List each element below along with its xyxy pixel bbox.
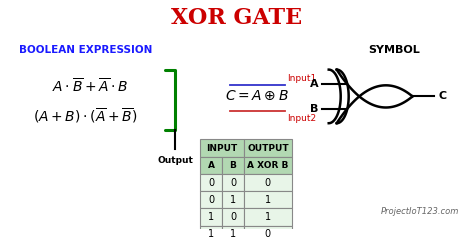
Bar: [244, 157, 292, 174]
Text: 1: 1: [208, 212, 214, 222]
Text: Input2: Input2: [287, 114, 316, 123]
Bar: [200, 191, 222, 208]
Text: 1: 1: [265, 212, 271, 222]
Text: $C = A\oplus B$: $C = A\oplus B$: [225, 89, 289, 103]
Bar: [222, 208, 244, 226]
Bar: [222, 157, 244, 174]
Text: B: B: [229, 161, 237, 170]
Text: 1: 1: [208, 229, 214, 239]
Text: 0: 0: [265, 229, 271, 239]
Text: Input1: Input1: [287, 74, 316, 83]
Text: B: B: [310, 104, 319, 114]
Text: 1: 1: [230, 229, 236, 239]
Text: A: A: [310, 79, 319, 89]
Bar: [244, 174, 292, 191]
Text: 0: 0: [208, 195, 214, 205]
Bar: [244, 226, 292, 239]
Text: XOR GATE: XOR GATE: [172, 7, 302, 29]
Text: ProjectIoT123.com: ProjectIoT123.com: [381, 207, 459, 216]
Bar: [200, 226, 222, 239]
Bar: [200, 174, 222, 191]
Bar: [200, 157, 222, 174]
Text: 0: 0: [208, 178, 214, 188]
Text: C: C: [438, 91, 447, 101]
Text: INPUT: INPUT: [206, 144, 237, 152]
Text: 0: 0: [265, 178, 271, 188]
Text: Output: Output: [157, 156, 193, 165]
Text: 1: 1: [230, 195, 236, 205]
Bar: [222, 191, 244, 208]
Text: BOOLEAN EXPRESSION: BOOLEAN EXPRESSION: [18, 45, 152, 55]
Text: 0: 0: [230, 178, 236, 188]
Text: A XOR B: A XOR B: [247, 161, 289, 170]
Bar: [200, 140, 244, 157]
Bar: [200, 208, 222, 226]
Bar: [222, 226, 244, 239]
Text: $(A + B) \cdot (\overline{A} + \overline{B})$: $(A + B) \cdot (\overline{A} + \overline…: [33, 106, 137, 125]
Text: 0: 0: [230, 212, 236, 222]
Bar: [244, 208, 292, 226]
Bar: [244, 191, 292, 208]
Text: 1: 1: [265, 195, 271, 205]
Bar: [244, 140, 292, 157]
Text: $A \cdot \overline{B} + \overline{A} \cdot B$: $A \cdot \overline{B} + \overline{A} \cd…: [52, 78, 129, 96]
Text: SYMBOL: SYMBOL: [369, 45, 420, 55]
Text: A: A: [208, 161, 215, 170]
Text: OUTPUT: OUTPUT: [247, 144, 289, 152]
Bar: [222, 174, 244, 191]
